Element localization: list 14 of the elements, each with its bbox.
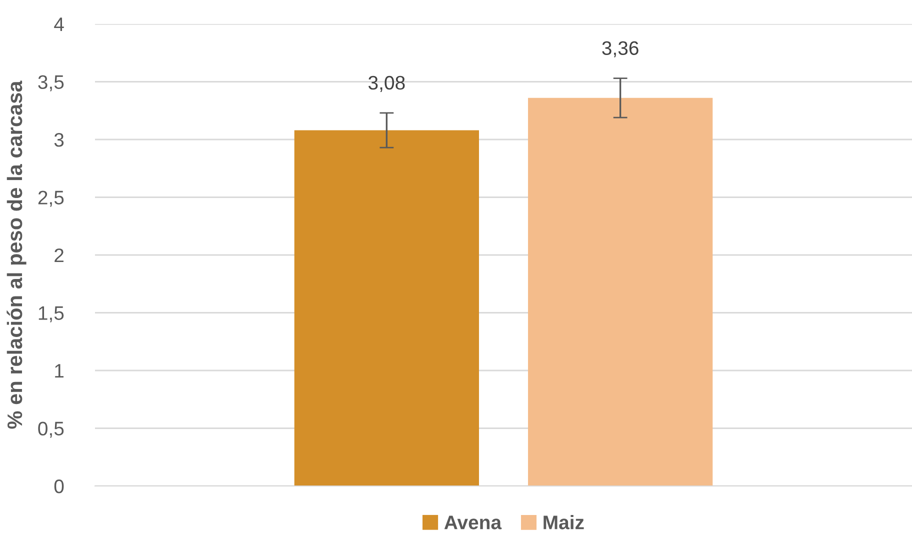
y-tick-label: 2,5 (38, 190, 64, 207)
data-label: 3,08 (368, 76, 405, 92)
y-tick-label: 0,5 (38, 422, 64, 438)
legend-label: Maiz (544, 515, 584, 530)
y-axis-title: % en relación al peso de la carcasa (6, 80, 26, 429)
data-label: 3,36 (602, 41, 638, 58)
y-tick-label: 0 (54, 479, 64, 494)
y-tick-label: 1,5 (38, 306, 64, 322)
y-tick-label: 2 (54, 248, 64, 262)
y-tick-label: 3 (54, 132, 64, 147)
legend-label: Avena (444, 516, 502, 530)
y-tick-label: 1 (55, 364, 64, 378)
y-tick-label: 3,5 (38, 75, 64, 92)
y-tick-label: 4 (54, 18, 64, 32)
